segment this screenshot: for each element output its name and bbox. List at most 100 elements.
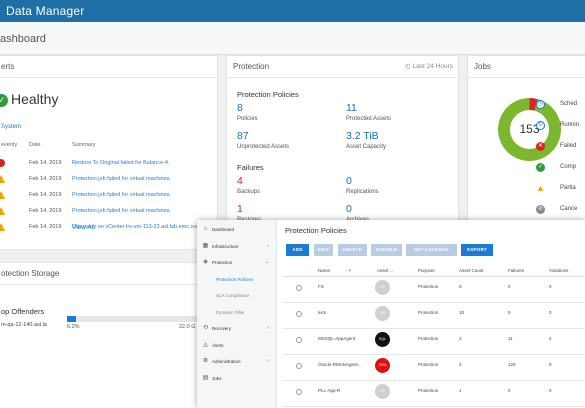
policy-name: FS	[318, 284, 324, 289]
table-row[interactable]: PLL-App-R Protection 1 0 0 FS	[283, 381, 585, 407]
edit-button[interactable]: EDIT	[314, 244, 333, 256]
column-header[interactable]: Failures	[508, 268, 525, 273]
policy-purpose: Protection	[418, 362, 439, 367]
sidebar-item-protection-policies[interactable]: Protection Policies	[197, 273, 277, 287]
row-select-radio[interactable]	[296, 337, 302, 343]
alert-summary-link[interactable]: Protection job failed for virtual machin…	[72, 208, 172, 214]
failure-count: 0	[508, 388, 511, 393]
alert-row[interactable]: Feb 14, 2019 Restore To Original failed f…	[0, 157, 219, 172]
sidebar-item-infrastructure[interactable]: ▦ Infrastructure ›	[197, 240, 277, 254]
time-range-label: Last 24 Hours	[412, 63, 453, 70]
alert-summary-link[interactable]: Restore To Original failed for Balance-4…	[72, 160, 170, 166]
system-link[interactable]: System	[1, 124, 22, 130]
critical-icon	[0, 159, 5, 167]
alert-summary-link[interactable]: Protection job failed for virtual machin…	[72, 176, 172, 182]
failure-count: 0	[508, 284, 511, 289]
alert-summary-link[interactable]: Protection job failed for virtual machin…	[72, 192, 172, 198]
server-icon: ▦	[202, 242, 209, 249]
row-select-radio[interactable]	[296, 285, 302, 291]
capacity-value: 3.2 TiB	[346, 130, 379, 142]
sidebar-item-label: SLA Compliance	[216, 293, 250, 298]
sidebar-item-recovery[interactable]: ⟲ Recovery ›	[197, 322, 277, 336]
bell-icon: ◬	[203, 341, 208, 348]
violation-count: 0	[549, 284, 552, 289]
alert-date: Feb 14, 2019	[29, 176, 62, 182]
unprotected-count[interactable]: 87	[237, 130, 249, 142]
column-header[interactable]: Name	[318, 268, 331, 273]
jobs-donut-chart[interactable]: 153	[498, 98, 561, 161]
alert-summary-link[interactable]: Discovery on vCenter lrv-vm-113-23.asl.l…	[72, 224, 206, 230]
replications-count[interactable]: 0	[346, 175, 352, 187]
violation-count: 0	[549, 362, 552, 367]
check-icon: ✓	[536, 163, 545, 172]
delete-button[interactable]: DELETE	[338, 244, 367, 256]
alert-row[interactable]: Feb 14, 2019 Protection job failed for vi…	[0, 173, 219, 188]
sidebar-item-dashboard[interactable]: ⌂ Dashboard	[197, 223, 277, 237]
sidebar-item-jobs[interactable]: ▤ Jobs	[197, 372, 277, 386]
table-row[interactable]: kvm Protection 10 5 0 VM	[283, 303, 585, 329]
alert-date: Feb 14, 2019	[29, 224, 62, 230]
failure-count: 129	[508, 362, 516, 367]
column-header[interactable]: Purpose	[418, 268, 435, 273]
view-all-link[interactable]: View All	[72, 224, 95, 231]
policy-purpose: Protection	[418, 284, 439, 289]
set-lockbox-button[interactable]: SET LOCKBOX	[406, 244, 457, 256]
sidebar-item-alerts[interactable]: ◬ Alerts	[197, 339, 277, 353]
cancel-icon: ⊘	[536, 205, 545, 214]
alert-date: Feb 14, 2019	[29, 160, 62, 166]
sidebar-item-label: Jobs	[212, 375, 222, 381]
jobs-card-header: Jobs	[468, 56, 585, 78]
export-button[interactable]: EXPORT	[461, 244, 493, 256]
sidebar-item-sla-compliance[interactable]: SLA Compliance	[197, 289, 277, 303]
sidebar-item-label: Protection	[212, 260, 233, 265]
alert-row[interactable]: Feb 14, 2019 Discovery on vCenter lrv-vm-…	[0, 221, 219, 236]
storage-usage-fill	[67, 316, 76, 322]
policy-name: MSSQL-AppAgent	[318, 336, 356, 341]
sort-icon[interactable]: ↑ ▾	[345, 268, 351, 273]
table-row[interactable]: FS Protection 0 0 0 FS	[283, 277, 585, 303]
alert-date: Feb 14, 2019	[29, 208, 62, 214]
backups-count[interactable]: 4	[237, 175, 243, 187]
add-button[interactable]: ADD	[286, 244, 309, 256]
alerts-title: erts	[1, 62, 15, 71]
offender-host[interactable]: m-qa-12-140.asl.la	[1, 322, 47, 328]
time-range[interactable]: ◴ Last 24 Hours	[405, 62, 453, 70]
table-row[interactable]: MSSQL-AppAgent Protection 2 11 2 SQL	[283, 329, 585, 355]
asset-count: 10	[459, 310, 465, 315]
protected-count[interactable]: 11	[346, 102, 357, 114]
archives-count[interactable]: 0	[346, 203, 352, 215]
page-header: ashboard	[0, 22, 585, 55]
failures-heading: Failures	[237, 163, 264, 172]
table-row[interactable]: Oracle-RMANAgent... Protection 2 129 0 ORA	[283, 355, 585, 381]
alert-row[interactable]: Feb 14, 2019 Protection job failed for vi…	[0, 205, 219, 220]
row-select-radio[interactable]	[296, 363, 302, 369]
protection-policies-window: ⌂ Dashboard ▦ Infrastructure › ◈ Protection ⌄ Pr…	[197, 220, 585, 408]
row-select-radio[interactable]	[296, 389, 302, 395]
protection-title: Protection	[233, 62, 270, 71]
row-select-radio[interactable]	[296, 311, 302, 317]
sidebar-nav: ⌂ Dashboard ▦ Infrastructure › ◈ Protection ⌄ Pr…	[197, 220, 277, 408]
app-title: Data Manager	[6, 4, 85, 18]
disable-button[interactable]: DISABLE	[371, 244, 402, 256]
sidebar-item-protection[interactable]: ◈ Protection ⌄	[197, 256, 277, 270]
storage-used-label: 6.2%	[67, 324, 80, 330]
chevron-right-icon: ›	[267, 325, 269, 331]
policies-label: Policies	[237, 116, 258, 122]
policy-purpose: Protection	[418, 310, 439, 315]
policies-count[interactable]: 8	[237, 102, 243, 114]
column-header[interactable]: Violations	[549, 268, 569, 273]
alerts-card-header: erts	[0, 56, 217, 78]
home-icon: ⌂	[203, 226, 208, 232]
sidebar-item-administration[interactable]: ⚙ Administration ›	[197, 355, 277, 369]
backups-label: Backups	[237, 189, 261, 195]
restores-count[interactable]: 1	[237, 203, 243, 215]
sidebar-item-dynamic-filter[interactable]: Dynamic Filter	[197, 306, 277, 320]
sidebar-item-label: Alerts	[212, 342, 224, 348]
sidebar-item-label: Protection Policies	[216, 276, 254, 282]
column-header[interactable]: Asset Count	[459, 268, 484, 273]
column-header[interactable]: Asset ...	[377, 268, 394, 273]
history-icon: ◴	[405, 63, 413, 70]
protection-policies-title: Protection Policies	[285, 226, 347, 235]
protection-card-header: Protection ◴ Last 24 Hours	[227, 56, 458, 78]
alert-row[interactable]: Feb 14, 2019 Protection job failed for vi…	[0, 189, 219, 204]
